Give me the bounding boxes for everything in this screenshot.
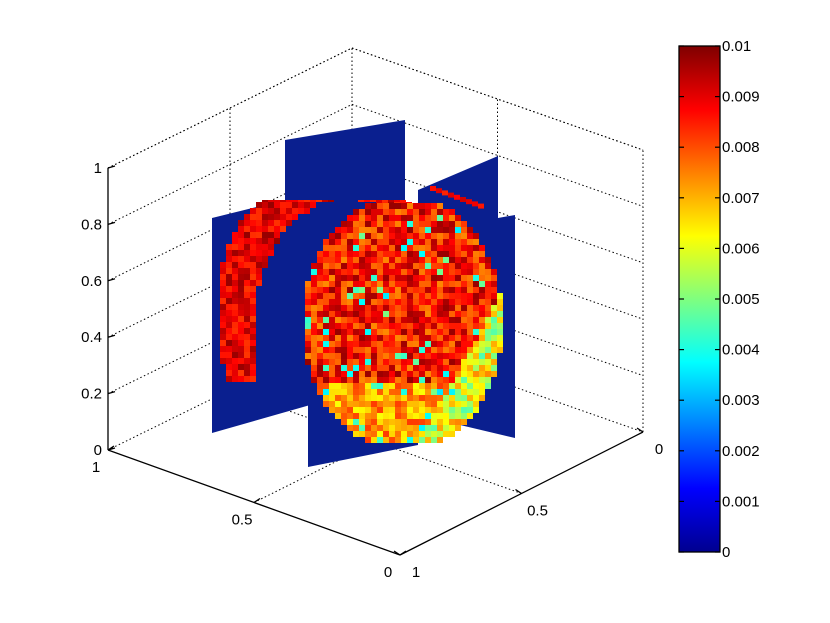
z-tick-label: 0.8: [81, 216, 102, 233]
z-tick-label: 1: [94, 160, 102, 177]
grid-z-left-wall: [107, 273, 353, 395]
colorbar-ticks: [679, 45, 720, 553]
colorbar-tick-label: 0.001: [722, 493, 760, 510]
slice-layer: [212, 120, 515, 467]
slice-y-cells: [305, 186, 503, 443]
colorbar-tick-labels: 0 0.001 0.002 0.003 0.004 0.005 0.006 0.007 0.00…: [722, 38, 760, 561]
z-tick: [107, 334, 116, 338]
colorbar-tick-label: 0.003: [722, 392, 760, 409]
z-tick-label: 0.2: [81, 386, 102, 403]
y-tick: [253, 497, 261, 504]
grid-z-left-wall: [107, 216, 353, 338]
colorbar-tick-label: 0.002: [722, 443, 760, 460]
grid-floor-right-back: [351, 329, 644, 433]
x-tick-label: 0: [655, 441, 663, 458]
colorbar-tick-label: 0.006: [722, 240, 760, 257]
colorbar: 0 0.001 0.002 0.003 0.004 0.005 0.006 0.007 0.00…: [678, 38, 760, 561]
z-tick-label: 0: [94, 442, 102, 459]
z-tick-label: 0.6: [81, 273, 102, 290]
z-tick-label: 0.4: [81, 329, 102, 346]
y-tick-label: 0: [384, 564, 392, 581]
z-tick: [107, 390, 116, 395]
grid-z-right-wall: [351, 103, 644, 207]
y-tick: [399, 550, 407, 556]
x-tick: [636, 427, 644, 433]
z-tick: [107, 165, 116, 169]
x-tick: [515, 488, 522, 495]
x-tick-label: 0.5: [527, 503, 548, 520]
grid-floor-left-back: [107, 329, 353, 451]
grid-z-right-wall: [351, 160, 644, 264]
y-tick: [107, 445, 115, 451]
colorbar-tick-label: 0: [722, 544, 730, 561]
grid-z-left-wall: [107, 103, 353, 225]
grid-z-left-wall: [107, 160, 353, 282]
colorbar-gradient: [678, 45, 721, 553]
grid-z-right-wall: [351, 273, 644, 377]
grid-z-left-wall: [107, 47, 353, 169]
y-tick-label: 1: [92, 459, 100, 476]
y-tick-label: 0.5: [232, 512, 253, 529]
z-tick: [107, 278, 116, 282]
colorbar-tick-label: 0.009: [722, 89, 760, 106]
colorbar-tick-label: 0.007: [722, 190, 760, 207]
colorbar-tick-label: 0.004: [722, 342, 760, 359]
grid-z-right-wall: [351, 216, 644, 320]
x-tick-label: 1: [412, 564, 420, 581]
colorbar-tick-label: 0.008: [722, 139, 760, 156]
x-tick: [393, 550, 401, 556]
slice-x-cells: [220, 200, 412, 382]
colorbar-tick-label: 0.005: [722, 291, 760, 308]
grid-z-right-wall: [351, 47, 644, 151]
tick-marks: [107, 165, 644, 556]
colorbar-tick-label: 0.01: [722, 38, 751, 55]
z-tick: [107, 221, 116, 226]
